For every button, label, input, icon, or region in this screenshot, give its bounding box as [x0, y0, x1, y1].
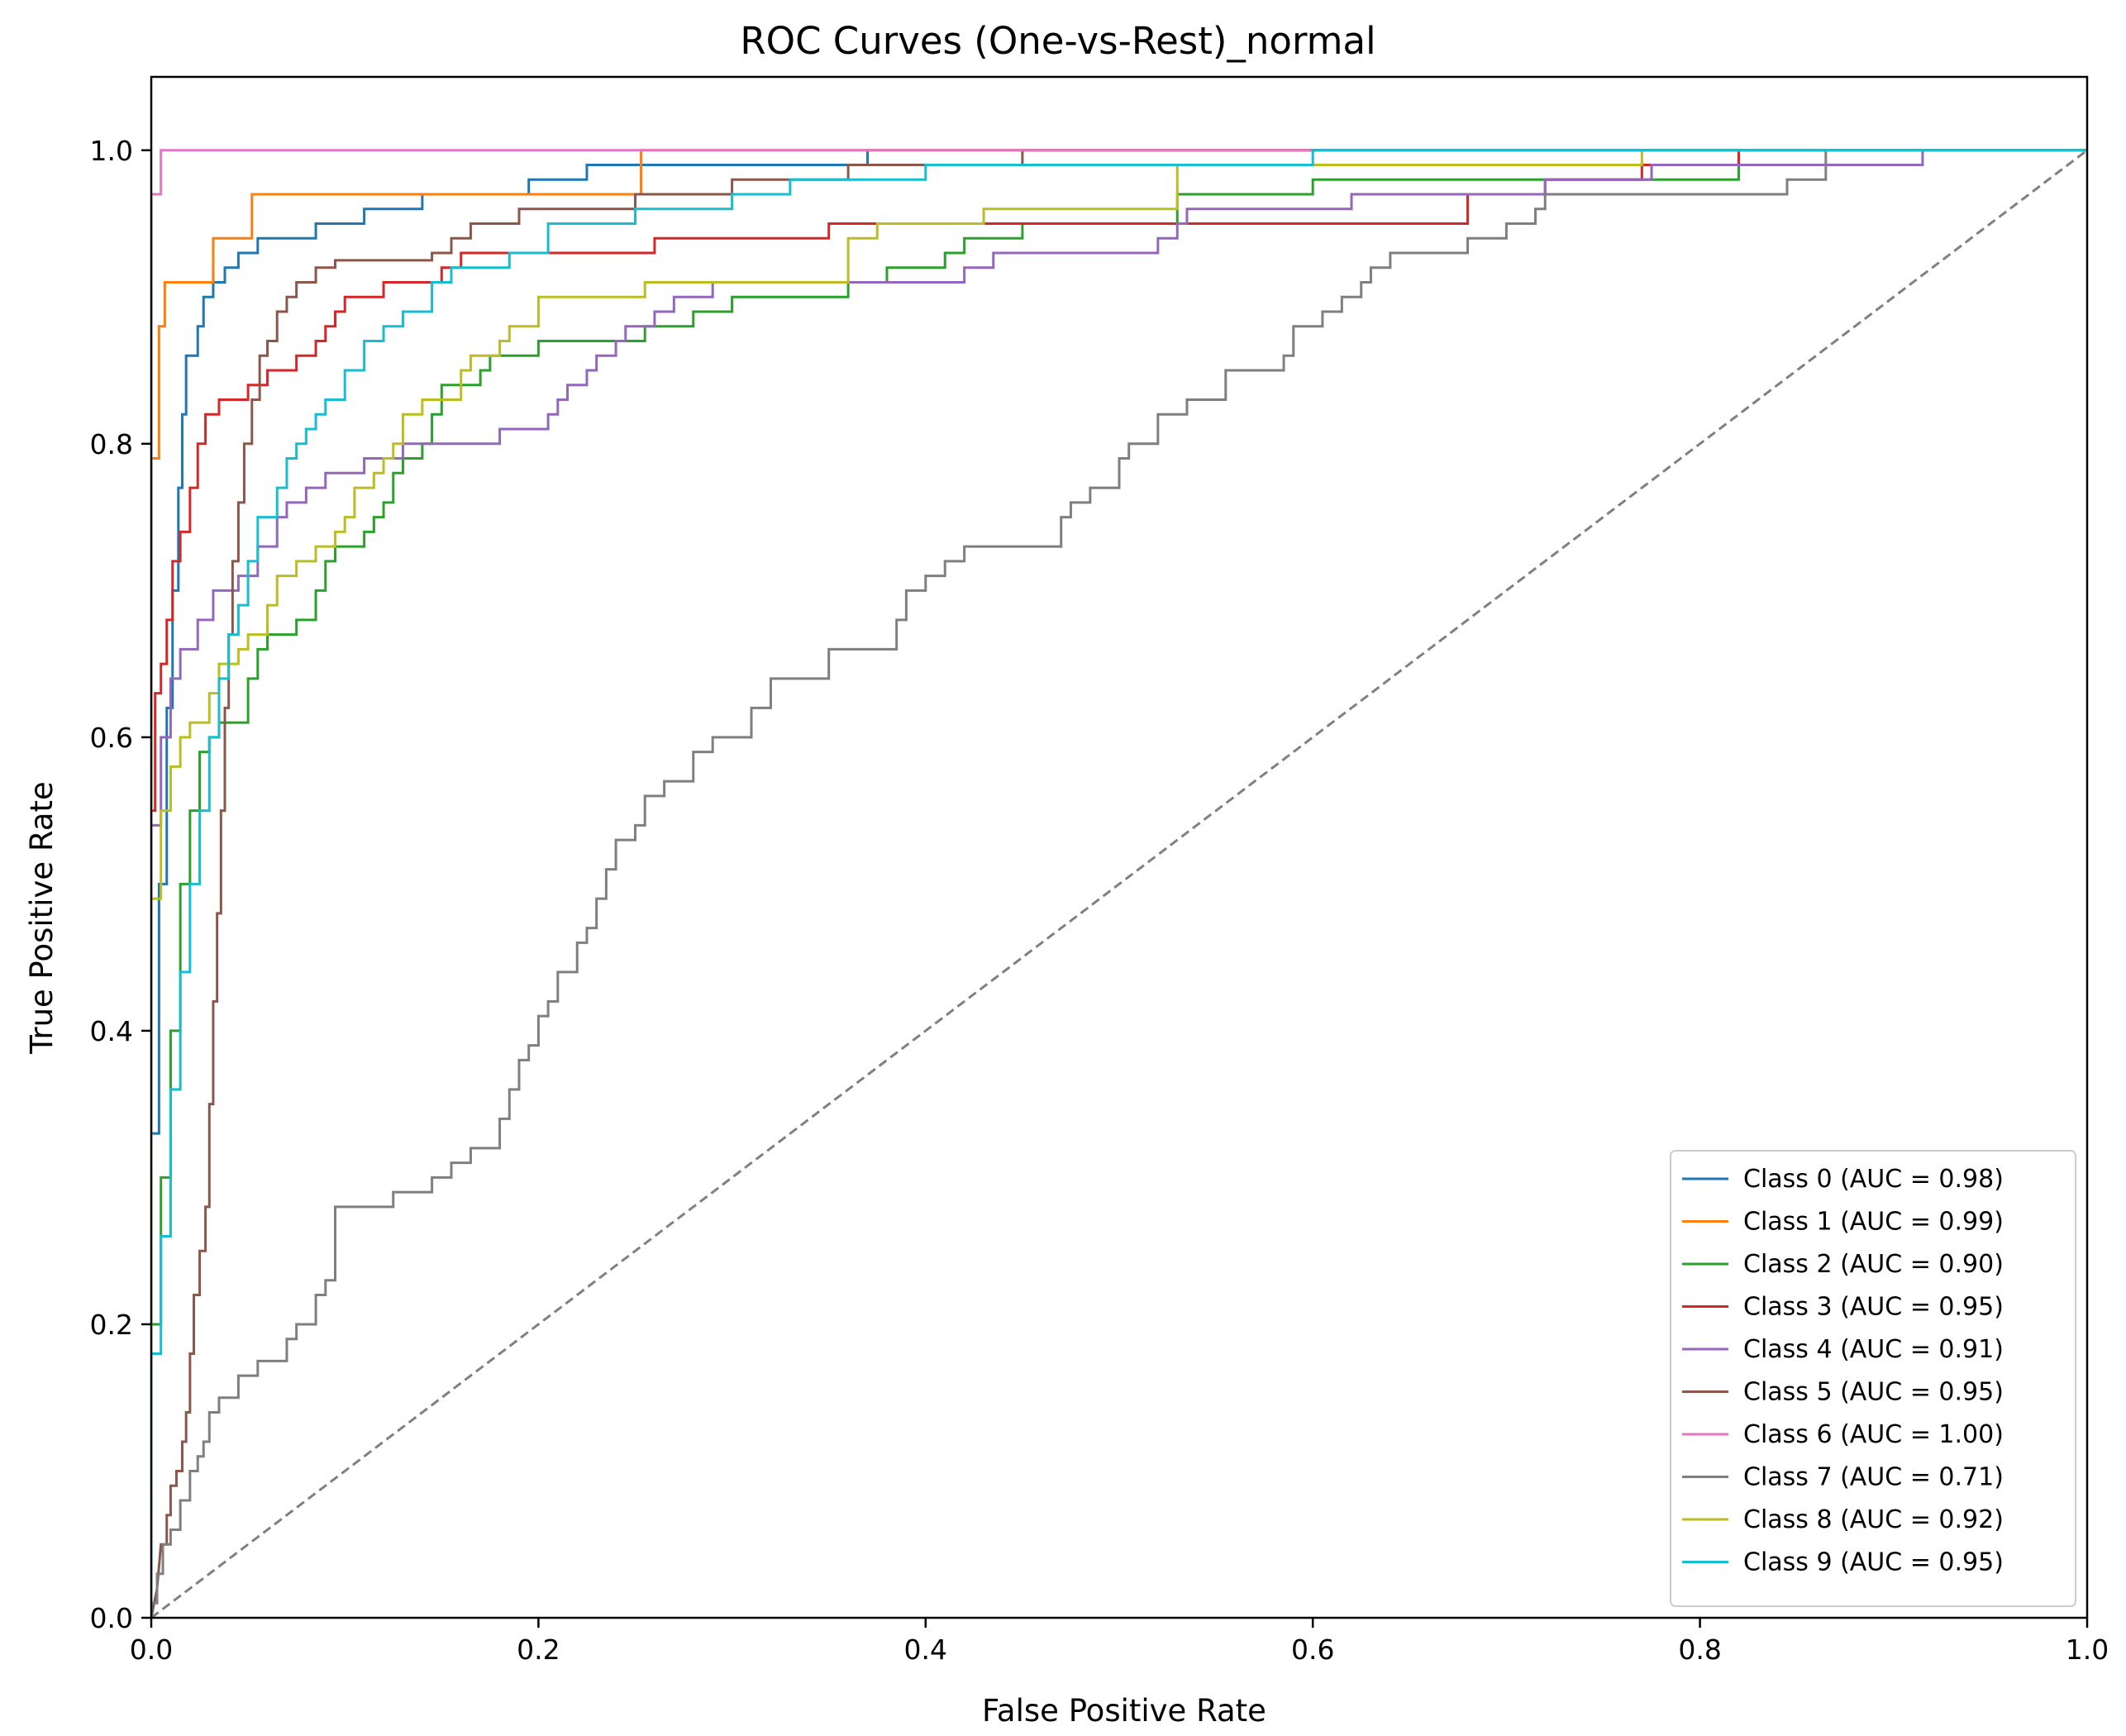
- legend-label: Class 7 (AUC = 0.71): [1743, 1463, 2004, 1492]
- legend-label: Class 8 (AUC = 0.92): [1743, 1505, 2004, 1534]
- plot-frame: [150, 75, 2089, 1619]
- x-tick-label: 0.4: [904, 1633, 947, 1666]
- x-tick-label: 1.0: [2066, 1633, 2109, 1666]
- roc-curve-class-4: [151, 149, 2087, 1618]
- plot-area: [150, 75, 2089, 1619]
- legend-label: Class 2 (AUC = 0.90): [1743, 1250, 2004, 1279]
- y-tick-label: 0.4: [90, 1015, 133, 1047]
- legend-box: [1670, 1150, 2076, 1607]
- y-tick-label: 0.0: [90, 1602, 133, 1634]
- reference-diagonal-line: [151, 149, 2087, 1618]
- y-axis: 0.0 0.2 0.4 0.6 0.8 1.0: [90, 135, 151, 1634]
- legend: Class 0 (AUC = 0.98) Class 1 (AUC = 0.99)…: [1670, 1150, 2076, 1607]
- legend-label: Class 1 (AUC = 0.99): [1743, 1208, 2004, 1237]
- roc-curve-class-5: [151, 149, 2087, 1618]
- x-tick-label: 0.6: [1291, 1633, 1334, 1666]
- chart-title: ROC Curves (One-vs-Rest)_normal: [740, 19, 1375, 63]
- legend-label: Class 3 (AUC = 0.95): [1743, 1293, 2004, 1322]
- x-tick-label: 0.8: [1678, 1633, 1721, 1666]
- roc-curve-class-6: [151, 149, 2087, 1618]
- legend-label: Class 0 (AUC = 0.98): [1743, 1165, 2004, 1194]
- y-tick-label: 0.6: [90, 722, 133, 754]
- x-tick-label: 0.2: [517, 1633, 560, 1666]
- y-tick-label: 0.8: [90, 428, 133, 460]
- y-tick-label: 0.2: [90, 1309, 133, 1341]
- x-tick-label: 0.0: [130, 1633, 173, 1666]
- legend-label: Class 4 (AUC = 0.91): [1743, 1335, 2004, 1364]
- roc-curve-class-8: [151, 149, 2087, 1618]
- legend-label: Class 9 (AUC = 0.95): [1743, 1548, 2004, 1577]
- legend-label: Class 5 (AUC = 0.95): [1743, 1378, 2004, 1407]
- legend-label: Class 6 (AUC = 1.00): [1743, 1420, 2004, 1449]
- roc-curve-class-3: [151, 149, 2087, 1618]
- roc-curve-class-9: [151, 149, 2087, 1618]
- y-axis-label: True Positive Rate: [24, 781, 60, 1055]
- roc-curve-class-7: [151, 149, 2087, 1618]
- y-tick-label: 1.0: [90, 135, 133, 167]
- x-axis-label: False Positive Rate: [982, 1693, 1266, 1729]
- x-axis: 0.0 0.2 0.4 0.6 0.8 1.0: [130, 1618, 2109, 1666]
